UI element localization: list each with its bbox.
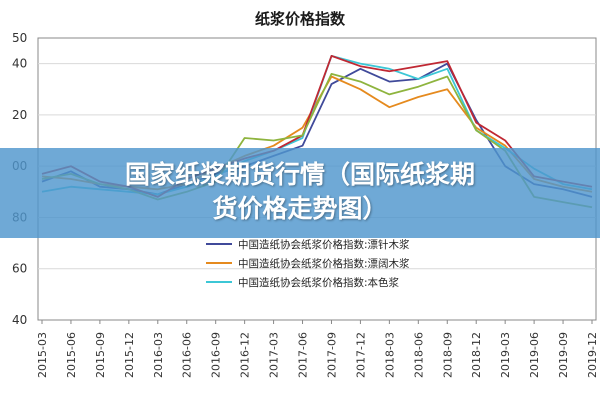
- legend-label: 中国造纸协会纸浆价格指数:漂针木浆: [238, 238, 410, 251]
- x-tick-label: 2015-12: [123, 332, 136, 378]
- x-tick-label: 2018-06: [412, 332, 425, 378]
- x-tick-label: 2017-12: [354, 332, 367, 378]
- x-tick-label: 2019-06: [528, 332, 541, 378]
- y-tick-label: 50: [12, 31, 27, 45]
- x-tick-label: 2016-06: [181, 332, 194, 378]
- x-tick-label: 2019-03: [499, 332, 512, 378]
- x-tick-label: 2019-09: [557, 332, 570, 378]
- chart-title: 纸浆价格指数: [254, 10, 345, 28]
- x-tick-label: 2015-03: [36, 332, 49, 378]
- x-tick-label: 2016-03: [152, 332, 165, 378]
- banner-line-2: 货价格走势图）: [212, 194, 388, 223]
- y-tick-label: 60: [12, 262, 27, 276]
- y-tick-label: 40: [12, 313, 27, 327]
- legend-label: 中国造纸协会纸浆价格指数:本色浆: [238, 276, 400, 289]
- x-tick-label: 2017-03: [268, 332, 281, 378]
- x-tick-label: 2018-12: [470, 332, 483, 378]
- x-tick-label: 2016-09: [210, 332, 223, 378]
- banner-line-1: 国家纸浆期货行情（国际纸浆期: [124, 160, 475, 189]
- banner-text: 国家纸浆期货行情（国际纸浆期 货价格走势图）: [30, 158, 570, 226]
- y-tick-label: 20: [12, 108, 27, 122]
- x-tick-label: 2019-12: [586, 332, 599, 378]
- x-tick-label: 2015-06: [65, 332, 78, 378]
- x-tick-label: 2017-06: [297, 332, 310, 378]
- x-tick-label: 2015-09: [94, 332, 107, 378]
- x-tick-label: 2018-03: [383, 332, 396, 378]
- y-tick-label: 40: [12, 57, 27, 71]
- x-tick-label: 2017-09: [325, 332, 338, 378]
- legend-label: 中国造纸协会纸浆价格指数:漂阔木浆: [238, 257, 410, 270]
- x-tick-label: 2018-09: [441, 332, 454, 378]
- x-tick-label: 2016-12: [239, 332, 252, 378]
- title-banner: [0, 148, 600, 238]
